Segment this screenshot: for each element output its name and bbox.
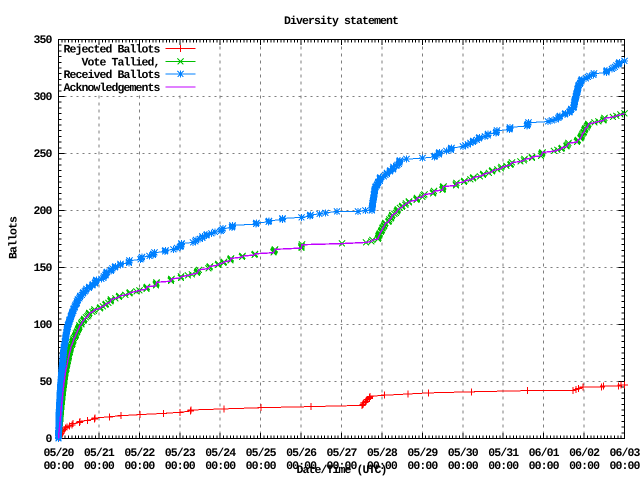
- svg-text:Vote Tallied,: Vote Tallied,: [81, 56, 159, 69]
- svg-text:05/24: 05/24: [205, 447, 236, 460]
- svg-text:00:00: 00:00: [286, 460, 317, 473]
- svg-text:250: 250: [33, 148, 52, 161]
- svg-text:05/30: 05/30: [448, 447, 479, 460]
- svg-text:05/29: 05/29: [407, 447, 438, 460]
- svg-text:05/28: 05/28: [367, 447, 398, 460]
- svg-text:300: 300: [33, 91, 52, 104]
- svg-text:05/23: 05/23: [165, 447, 196, 460]
- svg-text:05/25: 05/25: [246, 447, 277, 460]
- svg-text:00:00: 00:00: [407, 460, 438, 473]
- svg-text:100: 100: [33, 319, 52, 332]
- svg-text:00:00: 00:00: [367, 460, 398, 473]
- svg-text:00:00: 00:00: [448, 460, 479, 473]
- svg-text:00:00: 00:00: [488, 460, 519, 473]
- svg-text:05/21: 05/21: [84, 447, 115, 460]
- svg-text:0: 0: [45, 433, 52, 446]
- svg-text:200: 200: [33, 205, 52, 218]
- svg-text:05/20: 05/20: [43, 447, 74, 460]
- svg-text:00:00: 00:00: [529, 460, 560, 473]
- svg-text:00:00: 00:00: [326, 460, 357, 473]
- svg-text:Diversity statement: Diversity statement: [284, 15, 398, 28]
- svg-text:00:00: 00:00: [609, 460, 640, 473]
- svg-text:00:00: 00:00: [165, 460, 196, 473]
- svg-text:06/01: 06/01: [529, 447, 560, 460]
- svg-text:350: 350: [33, 34, 52, 47]
- svg-text:05/31: 05/31: [488, 447, 519, 460]
- svg-text:00:00: 00:00: [84, 460, 115, 473]
- svg-text:Ballots: Ballots: [8, 216, 21, 259]
- svg-text:00:00: 00:00: [124, 460, 155, 473]
- svg-text:Acknowledgements: Acknowledgements: [63, 82, 160, 95]
- svg-text:00:00: 00:00: [569, 460, 600, 473]
- svg-text:Rejected Ballots: Rejected Ballots: [63, 43, 160, 56]
- svg-text:06/02: 06/02: [569, 447, 600, 460]
- svg-text:50: 50: [39, 376, 52, 389]
- svg-text:00:00: 00:00: [43, 460, 74, 473]
- svg-text:06/03: 06/03: [609, 447, 640, 460]
- svg-text:05/27: 05/27: [326, 447, 357, 460]
- svg-text:Date/Time (UTC): Date/Time (UTC): [296, 464, 386, 477]
- svg-text:00:00: 00:00: [246, 460, 277, 473]
- svg-text:150: 150: [33, 262, 52, 275]
- svg-text:00:00: 00:00: [205, 460, 236, 473]
- svg-text:05/26: 05/26: [286, 447, 317, 460]
- svg-text:Received Ballots: Received Ballots: [63, 69, 160, 82]
- svg-text:05/22: 05/22: [124, 447, 155, 460]
